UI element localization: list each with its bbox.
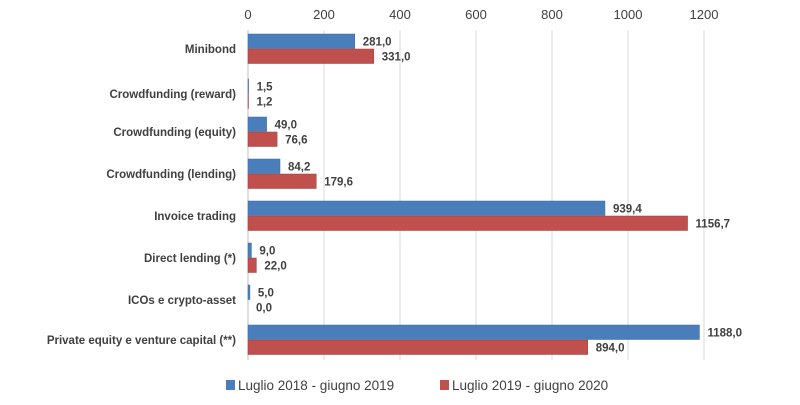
data-label: 939,4 (613, 204, 642, 216)
gridlines (248, 30, 704, 360)
bar-series-1 (248, 243, 251, 258)
legend-swatch (440, 380, 449, 390)
x-tick-label: 200 (313, 7, 335, 22)
category-label: ICOs e crypto-asset (128, 295, 236, 307)
data-label: 281,0 (363, 37, 392, 49)
x-tick-label: 1200 (690, 7, 719, 22)
data-label: 1188,0 (707, 328, 742, 340)
bar-series-2 (248, 49, 374, 64)
category-label: Private equity e venture capital (**) (47, 335, 236, 347)
data-label: 179,6 (324, 177, 353, 189)
data-label: 331,0 (382, 52, 411, 64)
data-label: 76,6 (285, 135, 307, 147)
data-label: 1156,7 (696, 219, 731, 231)
bars: 281,0 331,0 1,5 1,249,0 76,6 84,2 179,6 939,4 11… (248, 34, 742, 355)
category-label: Minibond (185, 44, 236, 56)
category-label: Invoice trading (154, 211, 236, 223)
bar-series-2 (248, 216, 688, 231)
legend-label: Luglio 2018 - giugno 2019 (238, 378, 394, 393)
data-label: 1,2 (256, 97, 272, 109)
x-tick-label: 1000 (614, 7, 643, 22)
bar-series-1 (248, 159, 280, 174)
bar-series-1 (248, 201, 605, 216)
data-label: 49,0 (275, 120, 297, 132)
data-label: 1,5 (257, 82, 274, 94)
bar-series-2 (248, 174, 316, 189)
bar-series-1 (248, 79, 249, 94)
data-label: 22,0 (264, 261, 286, 273)
bar-series-1 (248, 285, 250, 300)
legend: Luglio 2018 - giugno 2019 Luglio 2019 - g… (226, 378, 608, 393)
category-label: Crowdfunding (equity) (113, 127, 236, 139)
x-tick-label: 800 (541, 7, 563, 22)
bar-series-2 (248, 340, 588, 355)
category-labels: Minibond Crowdfunding (reward) Crowdfundin… (47, 44, 236, 347)
x-tick-label: 600 (465, 7, 487, 22)
legend-swatch (226, 380, 235, 390)
category-label: Crowdfunding (reward) (110, 89, 237, 101)
data-label: 84,2 (288, 162, 310, 174)
category-label: Direct lending (*) (144, 253, 236, 265)
bar-series-2 (248, 132, 277, 147)
x-axis-ticks: 0 200 400 600 800 1000 1200 (244, 7, 718, 22)
x-tick-label: 0 (244, 7, 251, 22)
bar-series-1 (248, 117, 267, 132)
category-label: Crowdfunding (lending) (106, 169, 236, 181)
data-label: 9,0 (259, 246, 275, 258)
data-label: 0,0 (256, 303, 272, 315)
bar-series-1 (248, 325, 699, 340)
bar-series-1 (248, 34, 355, 49)
legend-label: Luglio 2019 - giugno 2020 (452, 378, 608, 393)
data-label: 5,0 (258, 288, 274, 300)
data-label: 894,0 (596, 343, 625, 355)
x-tick-label: 400 (389, 7, 411, 22)
bar-series-2 (248, 258, 256, 273)
